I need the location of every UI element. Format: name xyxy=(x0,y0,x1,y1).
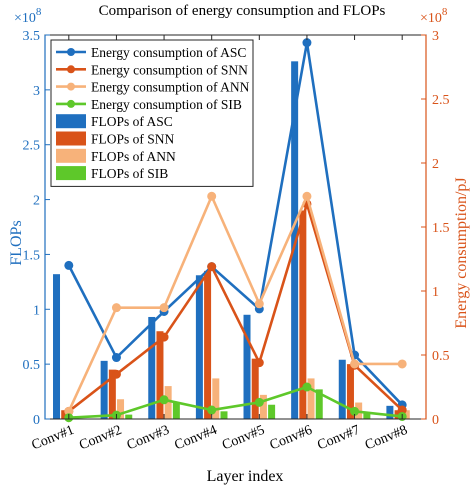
point-energy-consumption-of-asc-1 xyxy=(111,353,121,363)
x-tick-label-7: Conv#8 xyxy=(363,423,410,454)
right-exponent-power: 8 xyxy=(442,6,448,18)
bar-flops-of-sib-4 xyxy=(268,404,276,419)
point-energy-consumption-of-sib-5 xyxy=(302,382,312,392)
lines-layer xyxy=(64,38,407,423)
y-axis-right-label: Energy consumption/pJ xyxy=(453,177,470,328)
point-energy-consumption-of-snn-3 xyxy=(207,262,217,272)
bar-flops-of-asc-0 xyxy=(53,274,61,419)
bar-flops-of-asc-1 xyxy=(100,360,108,419)
point-energy-consumption-of-asc-0 xyxy=(64,260,74,270)
point-energy-consumption-of-ann-5 xyxy=(302,191,312,201)
y-left-tick-label-7: 3.5 xyxy=(23,29,41,44)
legend: Energy consumption of ASC Energy consumpt… xyxy=(50,39,254,187)
point-energy-consumption-of-snn-2 xyxy=(159,332,169,342)
bar-flops-of-snn-5 xyxy=(299,210,307,419)
line-energy-consumption-of-asc xyxy=(67,41,404,406)
x-tick-label-4: Conv#5 xyxy=(220,423,267,454)
legend-marker-energy-consumption-of-asc xyxy=(67,48,75,56)
bar-flops-of-asc-5 xyxy=(291,61,299,419)
bar-flops-of-sib-3 xyxy=(220,411,228,419)
bar-flops-of-ann-5 xyxy=(307,378,315,419)
bar-flops-of-asc-4 xyxy=(243,314,251,419)
legend-label-energy-consumption-of-snn: Energy consumption of SNN xyxy=(91,62,248,77)
bar-flops-of-sib-2 xyxy=(172,402,180,419)
point-energy-consumption-of-ann-7 xyxy=(397,359,407,369)
left-axis-exponent: ×108 xyxy=(14,6,42,26)
bar-flops-of-sib-5 xyxy=(315,389,323,419)
point-energy-consumption-of-ann-3 xyxy=(207,191,217,201)
y-axis-left-label: FLOPs xyxy=(8,220,25,265)
bar-flops-of-snn-4 xyxy=(251,358,259,419)
line-energy-consumption-of-ann xyxy=(67,194,403,412)
chart-title: Comparison of energy consumption and FLO… xyxy=(99,3,386,19)
bar-flops-of-snn-2 xyxy=(156,331,164,419)
bars-layer xyxy=(53,61,410,419)
y-right-tick-label-1: 0.5 xyxy=(432,349,450,364)
bar-flops-of-asc-7 xyxy=(386,405,394,419)
bar-flops-of-snn-0 xyxy=(61,410,69,419)
x-tick-label-6: Conv#7 xyxy=(315,423,362,454)
y-right-tick-label-0: 0 xyxy=(432,413,439,428)
legend-swatch-flops-of-snn xyxy=(56,131,86,146)
bar-flops-of-asc-2 xyxy=(148,316,156,419)
legend-label-energy-consumption-of-asc: Energy consumption of ASC xyxy=(91,45,246,60)
x-tick-label-2: Conv#3 xyxy=(125,423,172,454)
line-energy-consumption-of-sib xyxy=(68,385,403,420)
right-axis-exponent: ×108 xyxy=(420,6,448,26)
y-right-tick-label-2: 1 xyxy=(432,285,439,300)
bar-flops-of-snn-3 xyxy=(204,270,212,419)
legend-label-flops-of-sib: FLOPs of SIB xyxy=(91,166,168,181)
y-left-tick-label-4: 2 xyxy=(33,194,40,209)
x-tick-label-5: Conv#6 xyxy=(268,423,315,454)
right-exponent-base: ×10 xyxy=(420,11,442,26)
point-energy-consumption-of-ann-1 xyxy=(111,303,121,313)
bar-flops-of-snn-1 xyxy=(108,369,116,419)
point-energy-consumption-of-ann-6 xyxy=(350,359,360,369)
legend-swatch-flops-of-asc xyxy=(56,114,86,129)
legend-marker-energy-consumption-of-sib xyxy=(67,99,75,108)
legend-label-flops-of-asc: FLOPs of ASC xyxy=(91,114,173,129)
y-left-tick-label-5: 2.5 xyxy=(23,139,41,154)
legend-swatch-flops-of-sib xyxy=(56,166,86,181)
y-right-tick-label-5: 2.5 xyxy=(432,93,450,108)
y-right-tick-label-6: 3 xyxy=(432,29,439,44)
legend-label-flops-of-ann: FLOPs of ANN xyxy=(91,149,176,164)
x-tick-label-1: Conv#2 xyxy=(77,423,124,454)
left-exponent-power: 8 xyxy=(36,6,42,18)
left-exponent-base: ×10 xyxy=(14,11,36,26)
bar-flops-of-snn-6 xyxy=(346,364,354,419)
bar-flops-of-ann-1 xyxy=(117,399,125,419)
bar-flops-of-ann-3 xyxy=(212,378,220,419)
bar-flops-of-asc-3 xyxy=(195,275,203,419)
bar-flops-of-ann-2 xyxy=(164,386,172,419)
legend-label-energy-consumption-of-ann: Energy consumption of ANN xyxy=(91,80,250,95)
y-left-tick-label-1: 0.5 xyxy=(23,358,41,373)
point-energy-consumption-of-snn-4 xyxy=(254,358,264,368)
legend-label-energy-consumption-of-sib: Energy consumption of SIB xyxy=(91,97,242,112)
y-right-tick-label-4: 2 xyxy=(432,157,439,172)
x-axis-label: Layer index xyxy=(207,468,284,485)
x-tick-label-3: Conv#4 xyxy=(172,423,219,454)
point-energy-consumption-of-ann-4 xyxy=(254,299,264,309)
bar-flops-of-ann-4 xyxy=(259,394,267,419)
point-energy-consumption-of-snn-1 xyxy=(111,369,121,379)
legend-swatch-flops-of-ann xyxy=(56,148,86,163)
bar-flops-of-sib-6 xyxy=(363,412,371,419)
point-energy-consumption-of-sib-3 xyxy=(207,405,217,415)
point-energy-consumption-of-ann-2 xyxy=(159,303,169,313)
legend-marker-energy-consumption-of-snn xyxy=(67,65,75,74)
bar-flops-of-sib-1 xyxy=(125,414,133,419)
legend-label-flops-of-snn: FLOPs of SNN xyxy=(91,132,175,147)
legend-marker-energy-consumption-of-ann xyxy=(67,82,75,91)
y-left-tick-label-2: 1 xyxy=(33,303,40,318)
point-energy-consumption-of-sib-4 xyxy=(254,397,264,407)
y-left-tick-label-6: 3 xyxy=(33,84,40,99)
y-left-tick-label-0: 0 xyxy=(33,413,40,428)
point-energy-consumption-of-sib-2 xyxy=(159,395,169,405)
bar-flops-of-asc-6 xyxy=(338,359,346,419)
y-left-tick-label-3: 1.5 xyxy=(23,248,41,263)
y-right-tick-label-3: 1.5 xyxy=(432,221,450,236)
